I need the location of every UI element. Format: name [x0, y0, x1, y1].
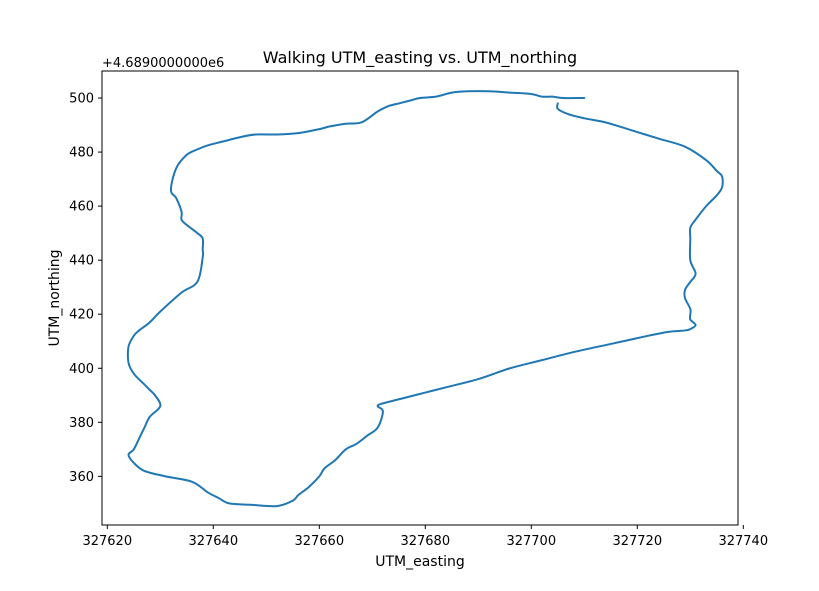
x-tick-label: 327640 [188, 534, 238, 549]
y-tick-label: 420 [69, 308, 94, 323]
x-tick-label: 327720 [612, 534, 662, 549]
x-tick-label: 327620 [82, 534, 132, 549]
y-axis-offset-label: +4.6890000000e6 [102, 56, 224, 71]
y-axis-label: UTM_northing [47, 249, 63, 346]
axes-frame [101, 70, 739, 526]
y-tick-label: 500 [69, 92, 94, 107]
x-tick-label: 327660 [294, 534, 344, 549]
y-tick-label: 480 [69, 146, 94, 161]
y-tick-label: 440 [69, 254, 94, 269]
plot-area [126, 90, 724, 508]
x-axis-label: UTM_easting [375, 554, 465, 570]
y-tick-label: 460 [69, 200, 94, 215]
x-tick-label: 327700 [506, 534, 556, 549]
y-tick-label: 380 [69, 416, 94, 431]
y-tick-label: 360 [69, 470, 94, 485]
chart-title: Walking UTM_easting vs. UTM_northing [263, 48, 577, 68]
x-tick-label: 327740 [718, 534, 768, 549]
y-axis-ticks: 360 380 400 420 440 460 480 500 [69, 92, 102, 485]
walking-path-line [126, 90, 724, 508]
y-tick-label: 400 [69, 362, 94, 377]
x-axis-ticks: 327620 327640 327660 327680 327700 327720 3277… [82, 525, 768, 549]
x-tick-label: 327680 [400, 534, 450, 549]
